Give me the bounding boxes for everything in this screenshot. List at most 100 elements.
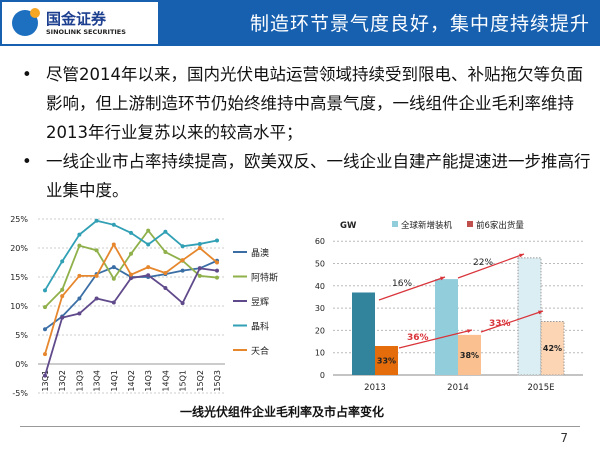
bullet-text: 一线企业市占率持续提高，欧美双反、一线企业自建产能提速进一步推高行业集中度。: [46, 152, 591, 200]
arrow-head: [467, 329, 472, 333]
x-tick-label: 14Q3: [144, 370, 153, 392]
y-tick-label: 25%: [10, 215, 28, 224]
y-tick-label: 0: [320, 371, 325, 380]
data-point: [163, 270, 168, 275]
series-line-晶澳: [44, 259, 218, 330]
data-point: [180, 268, 185, 273]
legend-label: 昱辉: [251, 297, 269, 308]
y-tick-label: 15%: [10, 273, 28, 282]
x-tick-label: 14Q2: [127, 370, 136, 392]
bullet-text: 尽管2014年以来，国内光伏电站运营领域持续受到限电、补贴拖欠等负面影响，但上游…: [46, 65, 583, 142]
data-point: [129, 230, 133, 235]
bar: [517, 257, 542, 376]
y-tick-label: 60: [315, 237, 325, 246]
x-tick-label: 2014: [447, 383, 469, 393]
arrow-head: [538, 310, 543, 315]
data-point: [43, 288, 47, 293]
growth-label: 33%: [489, 319, 511, 329]
growth-label: 22%: [473, 258, 493, 268]
data-point: [146, 273, 151, 278]
legend-label: 天合: [251, 345, 269, 357]
y-axis-unit: GW: [340, 221, 357, 231]
data-point: [215, 268, 219, 273]
legend-label: 晶科: [251, 321, 269, 333]
bar-data-label: 42%: [543, 344, 562, 353]
bar: [540, 320, 565, 376]
data-point: [60, 287, 65, 292]
page-number: 7: [560, 431, 568, 445]
legend-swatch: [467, 221, 473, 227]
data-point: [215, 238, 219, 243]
data-point: [163, 229, 168, 234]
data-point: [129, 276, 133, 281]
data-point: [180, 258, 185, 263]
data-point: [60, 315, 65, 320]
x-tick-label: 15Q3: [213, 370, 222, 392]
x-tick-label: 13Q4: [93, 370, 102, 392]
data-point: [111, 242, 116, 247]
growth-arrow: [378, 276, 446, 301]
slide-title: 制造环节景气度良好，集中度持续提升: [249, 13, 590, 35]
data-point: [77, 273, 82, 278]
data-point: [129, 251, 133, 256]
bar: [458, 334, 481, 375]
y-tick-label: 0%: [15, 360, 28, 369]
x-tick-label: 13Q3: [75, 370, 84, 392]
growth-label: 16%: [392, 279, 412, 289]
series-line-昱辉: [44, 267, 218, 376]
data-point: [77, 243, 82, 248]
growth-arrow: [457, 253, 525, 279]
data-point: [197, 266, 202, 271]
legend-label: 阿特斯: [251, 272, 278, 284]
data-point: [94, 248, 99, 253]
data-point: [60, 294, 65, 299]
arrow-head: [519, 253, 524, 258]
data-point: [197, 246, 202, 250]
data-point: [43, 352, 47, 357]
x-tick-label: 15Q2: [196, 370, 205, 392]
legend-label: 晶澳: [251, 247, 269, 259]
data-point: [111, 300, 116, 305]
y-tick-label: 30: [315, 304, 325, 313]
logo-name-en: SINOLINK SECURITIES: [46, 27, 126, 36]
chart-caption: 一线光伏组件企业毛利率及市占率变化: [180, 405, 385, 419]
y-tick-label: 50: [315, 260, 325, 269]
data-point: [146, 242, 151, 247]
data-point: [77, 311, 82, 316]
bullet-item: • 一线企业市占率持续提高，欧美双反、一线企业自建产能提速进一步推高行业集中度。: [22, 147, 592, 205]
x-tick-label: 13Q1: [41, 370, 50, 392]
y-tick-label: 10%: [10, 302, 28, 311]
data-point: [94, 296, 99, 301]
y-tick-label: 10: [315, 349, 325, 358]
data-point: [197, 241, 202, 246]
data-point: [163, 286, 168, 291]
data-point: [94, 273, 99, 278]
data-point: [146, 265, 151, 270]
growth-label: 36%: [407, 333, 429, 343]
data-point: [197, 273, 202, 278]
x-tick-label: 13Q2: [58, 370, 67, 392]
data-point: [129, 272, 133, 277]
shipment-bar-chart: 0 10 20 30 40 50 60 GW 全球新增装机 前6家出货量 33% 38% 42% 2013…: [315, 220, 583, 393]
bar: [435, 279, 458, 375]
y-tick-label: -5%: [12, 389, 28, 398]
bar: [375, 346, 398, 375]
x-tick-label: 2015E: [527, 383, 554, 393]
data-point: [215, 275, 219, 280]
bullet-list: • 尽管2014年以来，国内光伏电站运营领域持续受到限电、补贴拖欠等负面影响，但上…: [22, 60, 592, 205]
data-point: [43, 373, 47, 378]
x-tick-label: 15Q1: [179, 370, 188, 392]
data-point: [111, 265, 116, 270]
data-point: [43, 327, 47, 332]
margin-line-chart: -5% 0% 5% 10% 15% 20% 25% 13Q1 13Q2 13Q3 13Q4 14Q1 1…: [10, 215, 278, 398]
x-tick-label: 14Q1: [110, 370, 119, 392]
y-tick-label: 5%: [15, 331, 28, 340]
y-tick-label: 20%: [10, 244, 28, 253]
data-point: [43, 305, 47, 310]
x-tick-label: 2013: [364, 383, 386, 393]
data-point: [163, 250, 168, 255]
bar: [352, 292, 375, 375]
series-line-天合: [44, 242, 218, 355]
logo-name-cn: 国金证券: [46, 9, 107, 28]
growth-arrow: [398, 329, 473, 349]
